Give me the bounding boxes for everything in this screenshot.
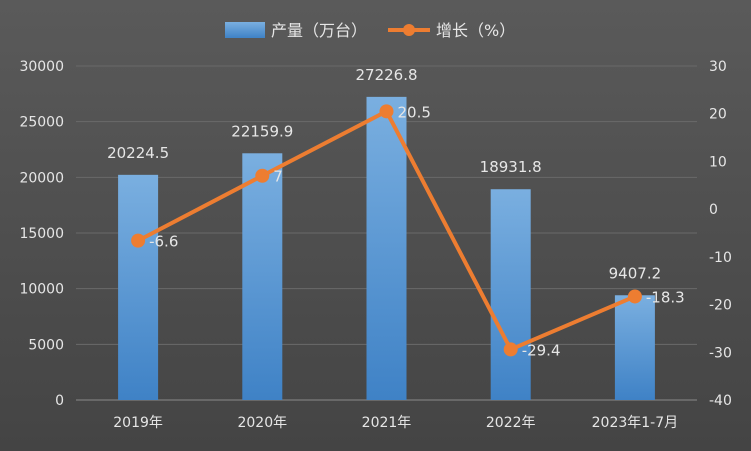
y-right-tick-label: 20 [709,107,727,123]
bar-series [118,96,655,400]
legend: 产量（万台） 增长（%） [225,21,515,40]
bar-data-label: 22159.9 [231,122,293,140]
bar-data-label: 9407.2 [609,264,662,282]
line-data-label: -29.4 [522,341,561,359]
legend-bar-label: 产量（万台） [271,21,367,40]
y-right-tick-label: -10 [709,250,732,266]
y-left-tick-label: 30000 [19,59,64,75]
y-right-tick-label: -30 [709,345,732,361]
y-left-tick-label: 0 [55,393,64,409]
legend-line-label: 增长（%） [436,21,515,40]
x-axis: 2019年 2020年 2021年 2022年 2023年1-7月 [113,415,678,431]
y-axis-right: -40 -30 -20 -10 0 10 20 30 [709,59,732,409]
bar [118,174,159,400]
legend-line-marker [403,24,415,36]
y-right-tick-label: 30 [709,59,727,75]
legend-bar-swatch [225,22,265,38]
x-tick-label: 2022年 [486,415,536,431]
y-right-tick-label: -40 [709,393,732,409]
y-left-tick-label: 20000 [19,170,64,186]
y-right-tick-label: -20 [709,298,732,314]
line-point [379,104,394,119]
y-left-tick-label: 10000 [19,282,64,298]
line-data-label: 20.5 [398,103,431,121]
line-point [627,289,642,304]
line-data-label: 7 [273,168,283,186]
x-tick-label: 2019年 [113,415,163,431]
y-left-tick-label: 25000 [19,115,64,131]
x-tick-label: 2023年1-7月 [592,415,679,431]
bar-data-label: 20224.5 [107,144,169,162]
y-right-tick-label: 0 [709,202,718,218]
line-data-label: -18.3 [646,288,685,306]
line-point [255,168,270,183]
line-data-labels: -6.6 7 20.5 -29.4 -18.3 [149,103,685,359]
line-data-label: -6.6 [149,233,178,251]
x-tick-label: 2021年 [362,415,412,431]
bar-data-label: 27226.8 [355,66,417,84]
x-tick-label: 2020年 [237,415,287,431]
bar [242,153,283,400]
bar-data-label: 18931.8 [480,158,542,176]
bar-data-labels: 20224.5 22159.9 27226.8 18931.8 9407.2 [107,66,661,282]
line-point [503,342,518,357]
bar [366,96,407,400]
y-axis-left: 0 5000 10000 15000 20000 25000 30000 [19,59,64,409]
y-right-tick-label: 10 [709,154,727,170]
line-series [131,104,642,357]
bar [490,189,531,400]
line-point [131,233,146,248]
bar [614,295,655,400]
y-left-tick-label: 5000 [28,337,64,353]
y-left-tick-label: 15000 [19,226,64,242]
